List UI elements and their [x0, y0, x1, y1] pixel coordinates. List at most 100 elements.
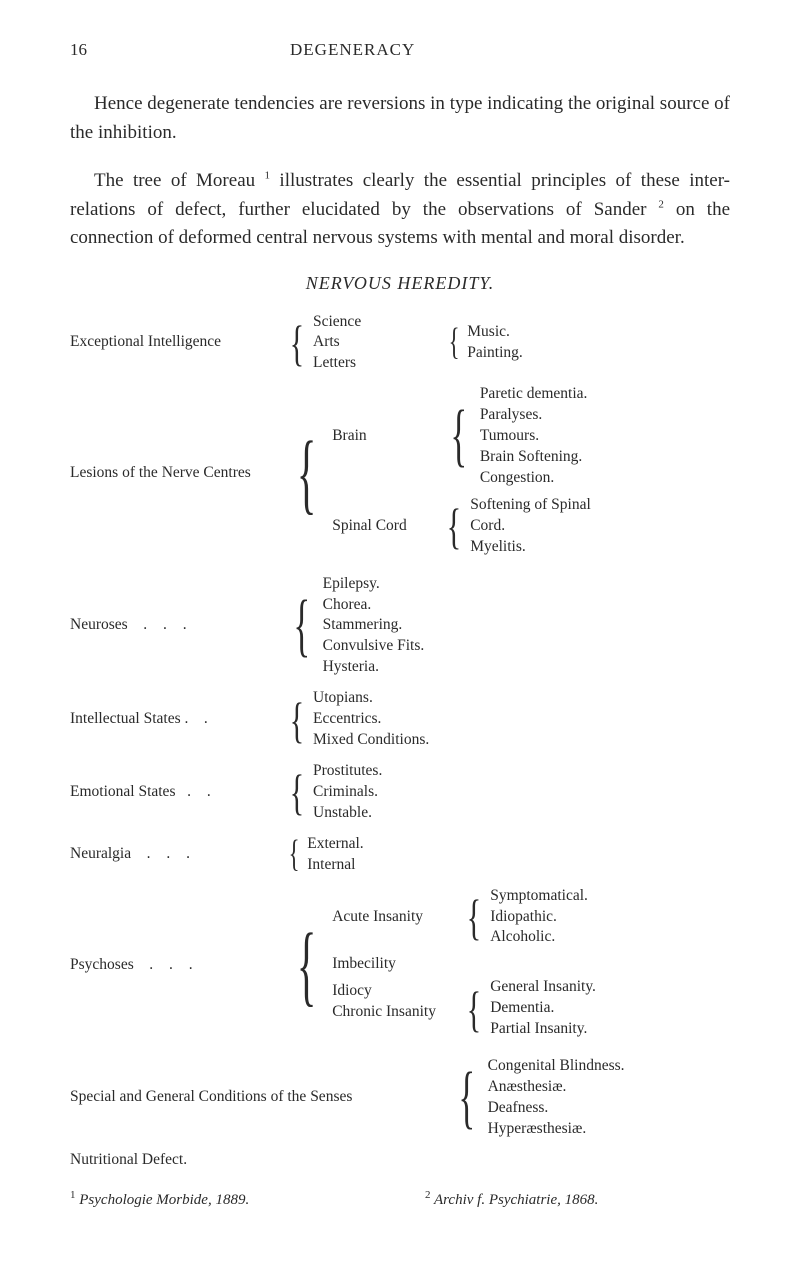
item: Painting.	[467, 343, 523, 364]
item: Tumours.	[480, 426, 588, 447]
dots: .	[204, 710, 214, 727]
tree-row-neuralgia: Neuralgia . . . { External. Internal	[70, 834, 730, 876]
brace-icon: {	[290, 777, 304, 807]
item: Idiopathic.	[490, 907, 588, 928]
footnote-2: 2 Archiv f. Psychiatrie, 1868.	[425, 1189, 730, 1209]
header-row: 16 DEGENERACY	[70, 40, 730, 60]
item: Arts	[313, 332, 361, 353]
item: Utopians.	[313, 688, 429, 709]
tree-row-psychoses: Psychoses . . . { Acute Insanity { Sympt…	[70, 886, 730, 1046]
item: General Insanity.	[490, 977, 596, 998]
running-head: DEGENERACY	[290, 40, 415, 60]
section-title: NERVOUS HEREDITY.	[70, 273, 730, 294]
item: Spinal Cord	[332, 516, 442, 537]
brace-icon: {	[458, 1079, 475, 1118]
brace-icon: {	[290, 705, 304, 735]
label-special: Special and General Conditions of the Se…	[70, 1087, 450, 1108]
items-neuralgia: { External. Internal	[285, 834, 364, 876]
item: Brain	[332, 426, 442, 447]
item: Deafness.	[488, 1098, 625, 1119]
acute-row: Acute Insanity { Symptomatical. Idiopath…	[332, 886, 730, 949]
item: Letters	[313, 353, 361, 374]
mid-lesions: { Brain { Paretic dementia. Paralyses. T…	[285, 384, 730, 563]
label-intellectual: Intellectual States . .	[70, 709, 285, 730]
paragraph-1: Hence degenerate tendencies are reversio…	[70, 90, 730, 147]
spinal-row: Spinal Cord { Softening of Spinal Cord. …	[332, 495, 730, 558]
para2-a: The tree of Moreau	[94, 170, 265, 191]
page-number: 16	[70, 40, 110, 60]
label-emotional: Emotional States . .	[70, 782, 285, 803]
brace-icon: {	[449, 331, 460, 354]
tree-row-neuroses: Neuroses . . . { Epilepsy. Chorea. Stamm…	[70, 574, 730, 679]
heredity-tree: Exceptional Intelligence { Science Arts …	[70, 312, 730, 1171]
fn-text: Archiv f. Psychiatrie, 1868.	[431, 1192, 599, 1208]
label-neuroses: Neuroses . . .	[70, 615, 285, 636]
item: Symptomatical.	[490, 886, 588, 907]
item: Brain Softening.	[480, 447, 588, 468]
idiocy-chronic-row: Idiocy Chronic Insanity { General Insani…	[332, 981, 730, 1040]
mid-psychoses: { Acute Insanity { Symptomatical. Idiopa…	[285, 886, 730, 1046]
label-neuralgia: Neuralgia . . .	[70, 844, 285, 865]
item: Epilepsy.	[323, 574, 425, 595]
tree-row-exceptional: Exceptional Intelligence { Science Arts …	[70, 312, 730, 375]
item: Convulsive Fits.	[323, 636, 425, 657]
tree-row-intellectual: Intellectual States . . { Utopians. Ecce…	[70, 688, 730, 751]
item: Mixed Conditions.	[313, 730, 429, 751]
item: Stammering.	[323, 615, 425, 636]
dots: . . .	[149, 956, 198, 973]
item: Softening of Spinal	[470, 495, 591, 516]
item: External.	[307, 834, 363, 855]
item: Acute Insanity	[332, 907, 462, 928]
items-neuroses: { Epilepsy. Chorea. Stammering. Convulsi…	[285, 574, 424, 679]
item: Dementia.	[490, 998, 596, 1019]
label-text: Neuroses	[70, 616, 128, 633]
footnotes: 1 Psychologie Morbide, 1889. 2 Archiv f.…	[70, 1189, 730, 1209]
footnote-1: 1 Psychologie Morbide, 1889.	[70, 1189, 375, 1209]
brace-icon: {	[451, 417, 468, 456]
item: Cord.	[470, 516, 591, 537]
mid-exceptional: { Science Arts Letters	[285, 312, 445, 375]
brace-icon: {	[447, 511, 461, 541]
tree-row-lesions: Lesions of the Nerve Centres { Brain { P…	[70, 384, 730, 563]
item: Hyperæsthesiæ.	[488, 1119, 625, 1140]
item: Hysteria.	[323, 657, 425, 678]
brace-icon: {	[290, 328, 304, 358]
dots: . . .	[143, 616, 192, 633]
brace-icon: {	[467, 994, 481, 1024]
items-special: { Congenital Blindness. Anæsthesiæ. Deaf…	[450, 1056, 625, 1140]
fn-text: Psychologie Morbide, 1889.	[76, 1192, 250, 1208]
item: Prostitutes.	[313, 761, 382, 782]
item: Myelitis.	[470, 537, 591, 558]
label-text: Emotional States	[70, 783, 175, 800]
item: Partial Insanity.	[490, 1019, 596, 1040]
item: Alcoholic.	[490, 927, 588, 948]
right-exceptional: { Music. Painting.	[445, 322, 730, 364]
item: Eccentrics.	[313, 709, 429, 730]
tree-row-emotional: Emotional States . . { Prostitutes. Crim…	[70, 761, 730, 824]
label-lesions: Lesions of the Nerve Centres	[70, 463, 285, 484]
label-text: Intellectual States .	[70, 710, 188, 727]
item: Paretic dementia.	[480, 384, 588, 405]
item: Imbecility	[332, 954, 730, 975]
item: Congestion.	[480, 468, 588, 489]
label-nutritional: Nutritional Defect.	[70, 1150, 187, 1171]
items-intellectual: { Utopians. Eccentrics. Mixed Conditions…	[285, 688, 429, 751]
item: Science	[313, 312, 361, 333]
paragraph-2: The tree of Moreau 1 illustrates clearly…	[70, 167, 730, 253]
item: Chorea.	[323, 595, 425, 616]
item: Internal	[307, 855, 363, 876]
dots: . .	[187, 783, 217, 800]
item: Anæsthesiæ.	[488, 1077, 625, 1098]
brace-icon: {	[297, 943, 316, 988]
page: 16 DEGENERACY Hence degenerate tendencie…	[0, 0, 800, 1249]
item: Paralyses.	[480, 405, 588, 426]
dots: . . .	[147, 845, 196, 862]
label-text: Neuralgia	[70, 845, 131, 862]
tree-row-special: Special and General Conditions of the Se…	[70, 1056, 730, 1140]
item: Criminals.	[313, 782, 382, 803]
item: Unstable.	[313, 803, 382, 824]
label-exceptional: Exceptional Intelligence	[70, 332, 285, 353]
item: Music.	[467, 322, 523, 343]
brain-row: Brain { Paretic dementia. Paralyses. Tum…	[332, 384, 730, 489]
brace-icon: {	[289, 843, 300, 866]
